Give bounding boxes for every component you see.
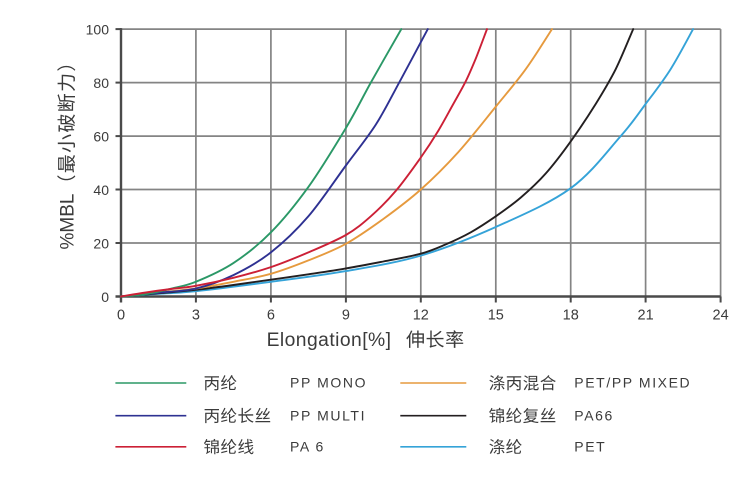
svg-text:3: 3 (192, 308, 200, 324)
svg-text:Elongation[%]: Elongation[%] (267, 330, 392, 351)
svg-text:15: 15 (488, 308, 504, 324)
svg-text:40: 40 (93, 182, 109, 198)
svg-text:9: 9 (342, 308, 350, 324)
svg-text:100: 100 (86, 22, 110, 38)
svg-text:20: 20 (93, 235, 109, 251)
svg-text:PA 6: PA 6 (290, 438, 325, 454)
svg-text:21: 21 (638, 308, 654, 324)
svg-text:PP MULTI: PP MULTI (290, 407, 366, 423)
svg-text:PP MONO: PP MONO (290, 375, 367, 391)
svg-text:0: 0 (117, 308, 125, 324)
svg-text:80: 80 (93, 75, 109, 91)
svg-text:24: 24 (713, 308, 729, 324)
svg-text:PET: PET (574, 438, 606, 454)
svg-text:PA66: PA66 (574, 407, 614, 423)
svg-text:PET/PP MIXED: PET/PP MIXED (574, 375, 691, 391)
svg-text:6: 6 (267, 308, 275, 324)
svg-text:0: 0 (101, 289, 109, 305)
svg-text:18: 18 (563, 308, 579, 324)
svg-text:60: 60 (93, 129, 109, 145)
svg-text:12: 12 (413, 308, 429, 324)
svg-text:%MBL: %MBL (58, 194, 79, 250)
